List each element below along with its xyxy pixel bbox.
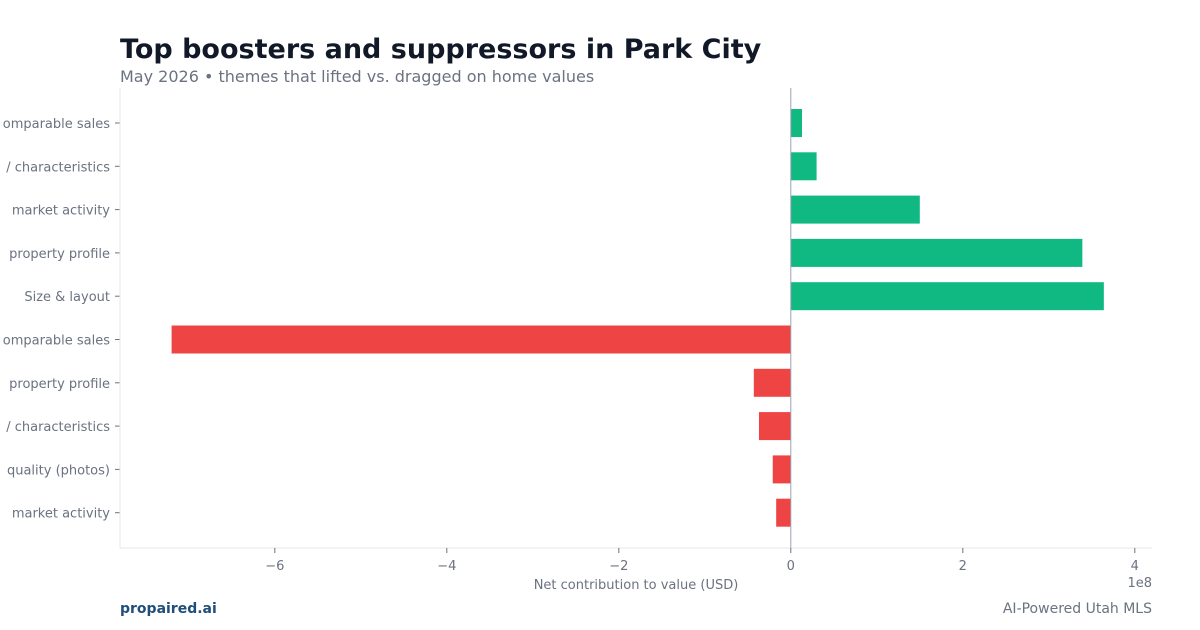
- bar-suppressor: [758, 412, 791, 441]
- brand-name: propaired.ai: [120, 601, 217, 617]
- x-tick-label: 0: [787, 559, 795, 574]
- chart-subtitle: May 2026 • themes that lifted vs. dragge…: [120, 67, 595, 86]
- y-tick-label: / characteristics: [6, 160, 110, 175]
- y-tick-label: property profile: [9, 377, 110, 392]
- y-tick-label: / characteristics: [6, 420, 110, 435]
- chart-title: Top boosters and suppressors in Park Cit…: [120, 34, 762, 65]
- x-tick-label: −2: [609, 559, 628, 574]
- bar-booster: [790, 109, 802, 137]
- bar-suppressor: [171, 325, 791, 354]
- x-tick-label: 2: [959, 559, 967, 574]
- bar-booster: [790, 238, 1083, 267]
- bar-booster: [790, 152, 817, 181]
- x-axis-ticks: −6 −4 −2 0 2 4: [265, 548, 1139, 574]
- bar-suppressor: [753, 368, 791, 397]
- y-tick-label: Size & layout: [24, 290, 110, 305]
- y-axis-labels: omparable sales / characteristics market a…: [3, 117, 120, 522]
- x-tick-label: 4: [1131, 559, 1139, 574]
- bar-suppressor: [776, 498, 791, 527]
- y-tick-label: property profile: [9, 247, 110, 262]
- bar-booster: [790, 282, 1104, 311]
- bar-suppressor: [772, 455, 791, 484]
- axes: [119, 88, 1152, 549]
- y-tick-label: quality (photos): [7, 463, 110, 478]
- y-tick-label: omparable sales: [3, 117, 110, 132]
- x-tick-label: −4: [437, 559, 456, 574]
- brand-tagline: AI-Powered Utah MLS: [1002, 601, 1152, 617]
- y-tick-label: omparable sales: [3, 334, 110, 349]
- y-tick-label: market activity: [12, 507, 110, 522]
- bar-booster: [790, 195, 920, 224]
- x-axis-offset-label: 1e8: [1127, 576, 1152, 591]
- bars: [171, 109, 1104, 527]
- x-tick-label: −6: [265, 559, 284, 574]
- y-tick-label: market activity: [12, 204, 110, 219]
- x-axis-label: Net contribution to value (USD): [534, 578, 739, 593]
